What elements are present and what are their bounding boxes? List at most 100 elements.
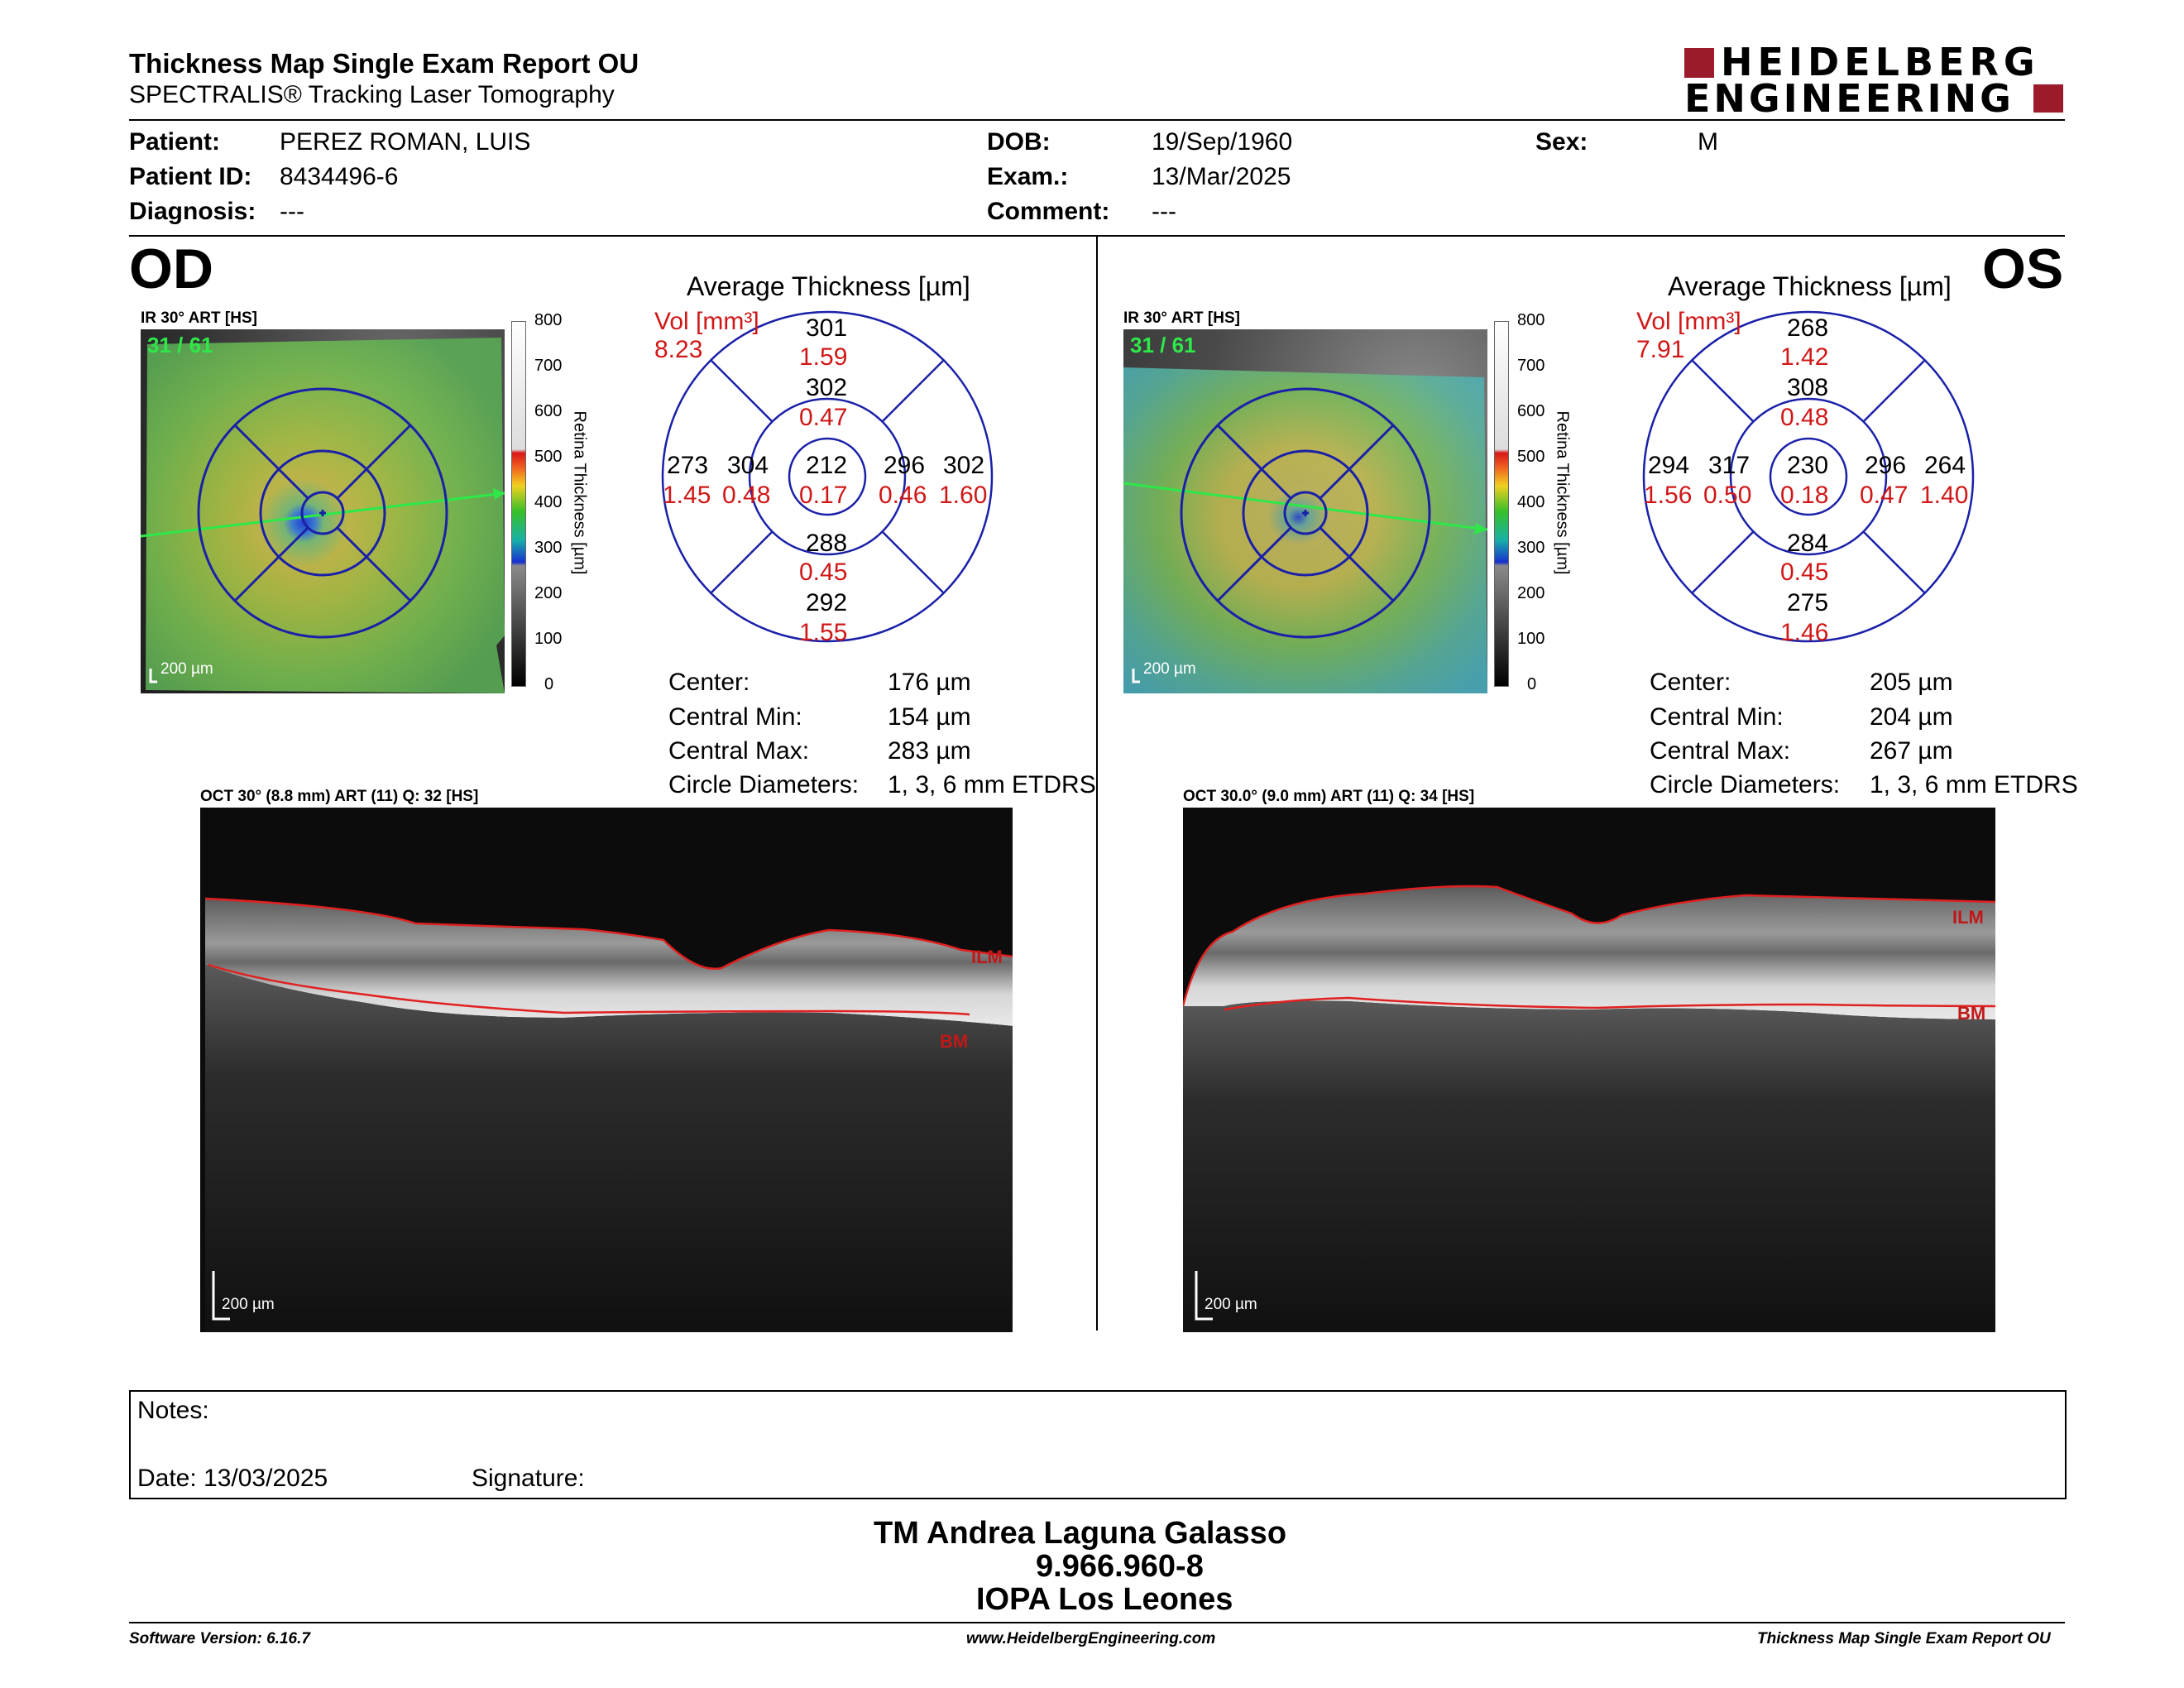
- od-inner-nasal-thickness: 296: [884, 452, 926, 479]
- os-outer-nasal-thickness: 294: [1648, 452, 1690, 479]
- od-oct-scale: 200 µm: [222, 1296, 275, 1313]
- od-ilm-line: [204, 897, 1013, 970]
- report-title: Thickness Map Single Exam Report OU: [129, 48, 639, 79]
- os-tick-300: 300: [1517, 539, 1545, 557]
- od-oct-label: OCT 30° (8.8 mm) ART (11) Q: 32 [HS]: [200, 788, 479, 805]
- od-oct-bscan[interactable]: ILM BM 200 µm: [200, 808, 1013, 1332]
- od-stat-label: Central Min:: [668, 703, 802, 731]
- os-inner-sup-volume: 0.48: [1780, 404, 1829, 431]
- od-avg-title: Average Thickness [µm]: [687, 271, 970, 301]
- os-stat-value: 1, 3, 6 mm ETDRS: [1870, 771, 2078, 798]
- os-stat-label: Central Max:: [1650, 737, 1791, 765]
- eye-divider: [1096, 237, 1098, 1331]
- od-stat-label: Center:: [668, 669, 750, 696]
- od-colorbar-ticks: 800 700 600 500 400 300 200 100 0: [526, 311, 563, 695]
- od-tick-100: 100: [534, 630, 563, 648]
- od-colorbar-axis-label: Retina Thickness [µm]: [570, 410, 589, 575]
- os-vol-total: 7.91: [1636, 336, 1685, 363]
- os-outer-temp-volume: 1.40: [1920, 482, 1969, 509]
- exam-label: Exam.:: [987, 163, 1069, 190]
- os-stat-value: 267 µm: [1870, 737, 1953, 765]
- od-map-overlay: [141, 338, 505, 693]
- od-ir-scale: 200 µm: [160, 660, 213, 678]
- od-center-volume: 0.17: [799, 482, 848, 509]
- od-outer-temp-volume: 1.45: [663, 482, 711, 509]
- od-outer-nasal-thickness: 302: [943, 452, 985, 479]
- od-thickness-map[interactable]: 31 / 61 200 µm: [141, 329, 505, 693]
- od-tick-800: 800: [534, 311, 563, 329]
- os-bm-label: BM: [1957, 1003, 1986, 1024]
- os-inner-sup-thickness: 308: [1787, 374, 1829, 401]
- od-oct-image: [204, 897, 1013, 1332]
- notes-box[interactable]: Notes: Date: 13/03/2025 Signature:: [129, 1390, 2067, 1499]
- footer-software-version: Software Version: 6.16.7: [129, 1630, 310, 1647]
- signer-institution: IOPA Los Leones: [976, 1582, 1233, 1617]
- od-inner-nasal-volume: 0.46: [879, 482, 927, 509]
- os-etdrs-grid: [1180, 387, 1431, 639]
- od-outer-sup-thickness: 301: [806, 314, 848, 342]
- os-stat-value: 205 µm: [1870, 669, 1953, 696]
- od-tick-500: 500: [534, 448, 563, 466]
- od-tick-600: 600: [534, 402, 563, 420]
- od-outer-sup-volume: 1.59: [799, 343, 848, 371]
- os-colorbar-axis-label: Retina Thickness [µm]: [1553, 410, 1572, 575]
- od-stat-label: Central Max:: [668, 737, 810, 765]
- notes-signature: Signature:: [472, 1465, 585, 1492]
- os-oct-bscan[interactable]: ILM BM 200 µm: [1183, 808, 1995, 1332]
- footer-report-name: Thickness Map Single Exam Report OU: [1757, 1630, 2051, 1647]
- od-outer-inf-thickness: 292: [806, 589, 848, 616]
- od-stat-value: 283 µm: [888, 737, 971, 765]
- od-vol-total: 8.23: [654, 336, 703, 363]
- od-stat-label: Circle Diameters:: [668, 771, 860, 798]
- footer-website-link[interactable]: www.HeidelbergEngineering.com: [966, 1630, 1216, 1647]
- od-tick-700: 700: [534, 357, 563, 375]
- dob-value: 19/Sep/1960: [1152, 128, 1293, 156]
- od-inner-inf-volume: 0.45: [799, 559, 848, 586]
- os-outer-sup-thickness: 268: [1787, 314, 1829, 342]
- os-stat-label: Center:: [1650, 669, 1731, 696]
- od-center-thickness: 212: [806, 452, 848, 479]
- os-outer-inf-thickness: 275: [1787, 589, 1829, 616]
- patient-id-label: Patient ID:: [129, 163, 252, 190]
- od-inner-inf-thickness: 288: [806, 530, 848, 557]
- os-tick-200: 200: [1517, 584, 1545, 602]
- dob-label: DOB:: [987, 128, 1051, 156]
- os-inner-temp-thickness: 296: [1865, 452, 1907, 479]
- od-stat-value: 1, 3, 6 mm ETDRS: [888, 771, 1096, 798]
- od-bm-line: [208, 963, 970, 1016]
- comment-label: Comment:: [987, 198, 1110, 225]
- os-bm-line: [1224, 996, 1995, 1011]
- os-outer-sup-volume: 1.42: [1780, 343, 1829, 371]
- od-inner-temp-volume: 0.48: [722, 482, 771, 509]
- header-rule: [129, 119, 2065, 121]
- os-stat-label: Central Min:: [1650, 703, 1784, 731]
- od-ir-label: IR 30° ART [HS]: [141, 309, 257, 327]
- os-oct-label: OCT 30.0° (9.0 mm) ART (11) Q: 34 [HS]: [1183, 788, 1475, 805]
- od-frame-counter: 31 / 61: [147, 333, 213, 357]
- os-stat-value: 204 µm: [1870, 703, 1953, 731]
- od-inner-sup-thickness: 302: [806, 374, 848, 401]
- os-tick-800: 800: [1517, 311, 1545, 329]
- od-vol-label: Vol [mm³]: [654, 308, 759, 335]
- comment-value: ---: [1152, 198, 1176, 225]
- os-inner-inf-thickness: 284: [1787, 530, 1829, 557]
- os-frame-counter: 31 / 61: [1130, 333, 1196, 357]
- od-etdrs-chart: [661, 310, 994, 643]
- patient-id: 8434496-6: [280, 163, 399, 190]
- od-tick-200: 200: [534, 584, 563, 602]
- os-inner-temp-volume: 0.47: [1860, 482, 1909, 509]
- logo-red-square-top: [1684, 48, 1714, 78]
- os-tick-100: 100: [1517, 630, 1545, 648]
- od-tick-300: 300: [534, 539, 563, 557]
- os-ilm-label: ILM: [1952, 907, 1984, 928]
- os-oct-scale: 200 µm: [1205, 1296, 1257, 1313]
- logo-text-engineering: ENGINEERING: [1684, 76, 2014, 121]
- os-thickness-map[interactable]: 31 / 61 200 µm: [1123, 329, 1487, 693]
- os-colorbar: [1494, 321, 1509, 687]
- os-outer-temp-thickness: 264: [1924, 452, 1966, 479]
- os-map-overlay: [1123, 367, 1487, 693]
- od-tick-400: 400: [534, 493, 563, 511]
- diagnosis-value: ---: [280, 198, 304, 225]
- footer-rule: [129, 1622, 2065, 1623]
- os-ilm-line: [1183, 885, 1995, 1007]
